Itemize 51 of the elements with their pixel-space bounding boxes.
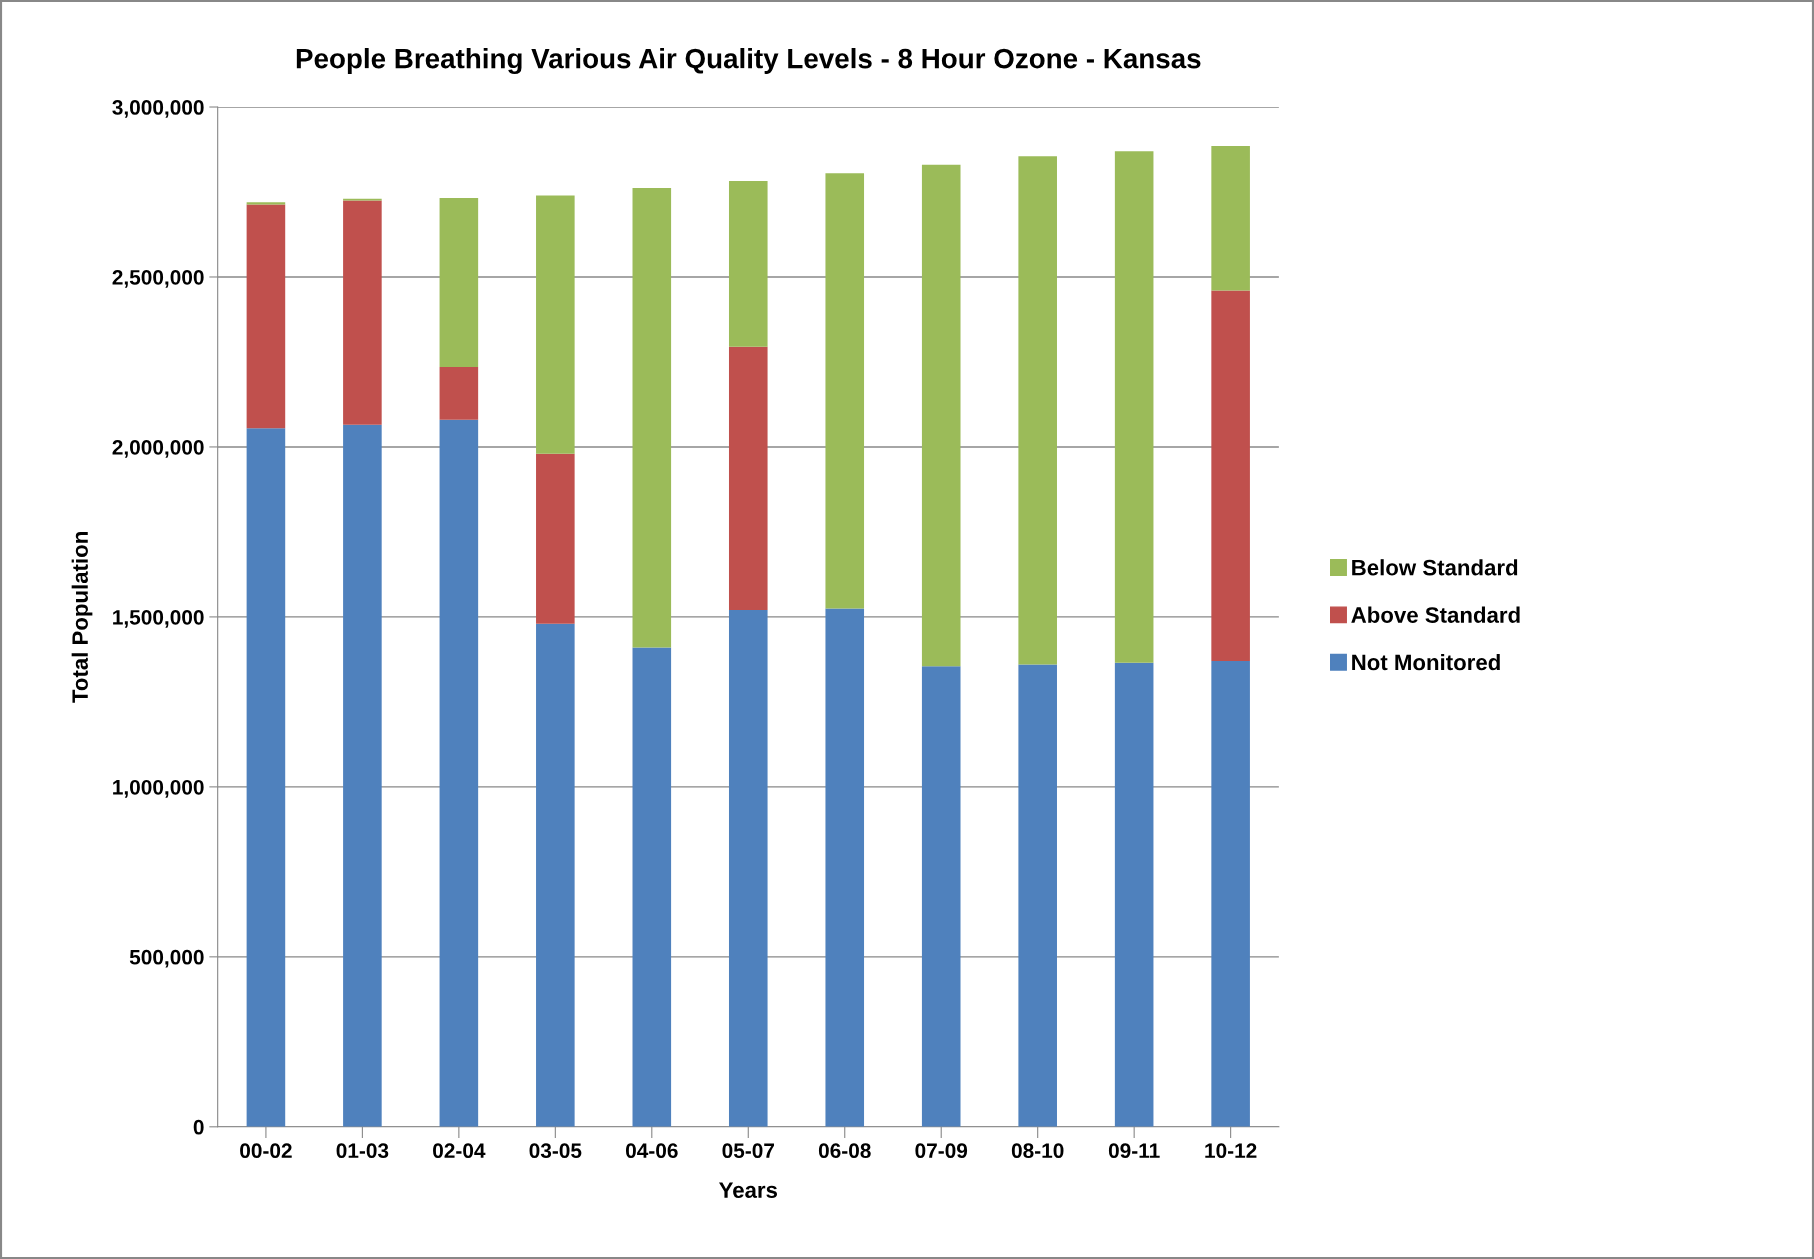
bar	[439, 367, 479, 420]
bar	[1018, 664, 1057, 1127]
y-tick-label: 1,500,000	[113, 609, 204, 628]
legend-label: Above Standard	[1351, 606, 1520, 623]
bar	[246, 204, 286, 429]
legend-label: Not Monitored	[1352, 653, 1500, 671]
bar	[728, 181, 768, 347]
bar	[439, 198, 479, 368]
x-tick-label: 02-04	[433, 1143, 486, 1159]
bar	[536, 195, 575, 454]
legend-label: Below Standard	[1352, 559, 1518, 576]
x-tick-label: 04-06	[625, 1143, 678, 1159]
bar	[246, 428, 286, 1127]
x-tick-label: 09-11	[1108, 1143, 1160, 1159]
x-tick-label: 08-10	[1011, 1143, 1064, 1159]
bar	[343, 200, 382, 425]
x-tick-label: 06-08	[818, 1143, 871, 1159]
bar	[1211, 661, 1250, 1127]
bar	[536, 623, 575, 1127]
y-tick-label: 500,000	[129, 949, 204, 968]
x-tick-label: 01-03	[336, 1143, 389, 1159]
y-tick-label: 0	[193, 1119, 204, 1135]
chart-title: People Breathing Various Air Quality Levels - 8 Hour Ozone - Kansas	[296, 48, 1201, 75]
x-axis-title: Years	[718, 1182, 778, 1198]
bar	[1114, 662, 1154, 1127]
bar	[246, 202, 286, 205]
x-tick-label: 10-12	[1205, 1143, 1257, 1159]
y-tick-label: 3,000,000	[112, 100, 204, 118]
bar	[1211, 146, 1250, 291]
bar	[825, 608, 865, 1127]
bar	[343, 424, 382, 1127]
x-tick-label: 07-09	[915, 1143, 968, 1159]
bar	[728, 610, 768, 1127]
y-tick-label: 1,000,000	[113, 779, 204, 798]
bar	[825, 173, 865, 609]
bar	[632, 187, 672, 648]
bar	[728, 346, 768, 611]
bar	[632, 647, 672, 1127]
y-tick-label: 2,000,000	[112, 439, 204, 458]
y-tick-label: 2,500,000	[112, 269, 204, 288]
bar	[1018, 156, 1057, 665]
bar	[1114, 151, 1154, 663]
x-tick-label: 05-07	[722, 1143, 774, 1159]
bar	[536, 453, 575, 624]
bar	[1211, 290, 1250, 662]
bar	[921, 666, 961, 1127]
bar	[921, 164, 961, 667]
y-axis-title: Total Population	[71, 532, 93, 703]
x-tick-label: 03-05	[529, 1143, 582, 1159]
x-tick-label: 00-02	[240, 1143, 292, 1159]
bar	[439, 419, 479, 1127]
